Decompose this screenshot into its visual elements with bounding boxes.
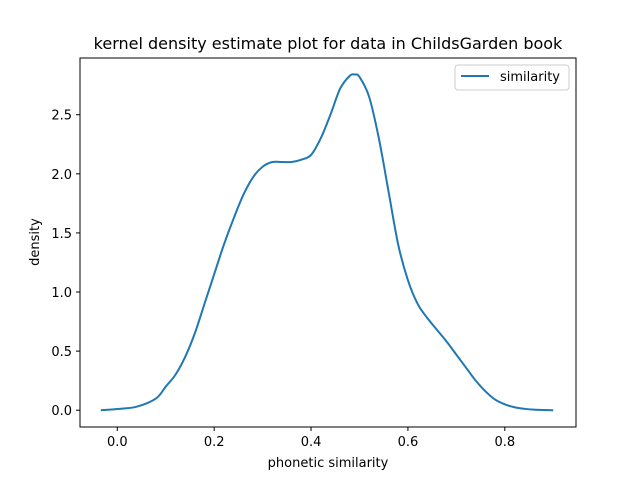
x-tick-label: 0.4	[301, 435, 322, 450]
legend-box	[454, 64, 570, 91]
x-tick-label: 0.6	[398, 435, 419, 450]
x-tick-label: 0.8	[494, 435, 515, 450]
legend-label-similarity: similarity	[500, 70, 560, 85]
y-tick-label: 2.5	[51, 109, 72, 124]
x-axis: 0.0 0.2 0.4 0.6 0.8	[107, 427, 515, 450]
x-tick-label: 0.0	[107, 435, 128, 450]
y-tick-label: 2.0	[51, 168, 72, 183]
legend: similarity	[454, 64, 570, 91]
y-tick-label: 1.0	[51, 286, 72, 301]
y-tick-label: 0.5	[51, 345, 72, 360]
y-tick-label: 1.5	[51, 227, 72, 242]
plot-area	[79, 57, 577, 428]
y-axis: 0.0 0.5 1.0 1.5 2.0 2.5	[51, 109, 80, 419]
y-axis-label: density	[28, 218, 43, 266]
chart-title: kernel density estimate plot for data in…	[94, 34, 563, 53]
y-tick-label: 0.0	[51, 404, 72, 419]
x-axis-label: phonetic similarity	[268, 456, 389, 471]
x-tick-label: 0.2	[204, 435, 225, 450]
series-line-similarity	[100, 73, 554, 412]
